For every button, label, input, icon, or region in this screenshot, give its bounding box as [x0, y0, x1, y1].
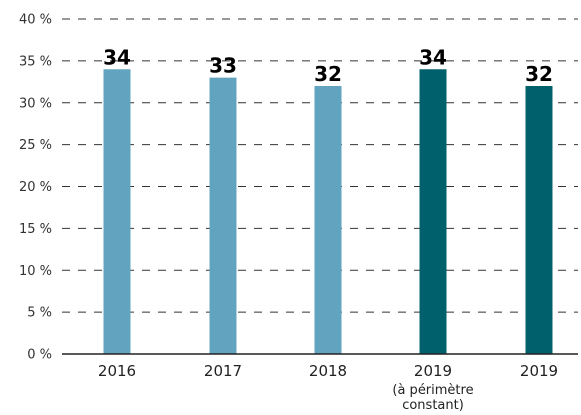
y-tick-label: 5 %: [27, 306, 52, 321]
y-tick-label: 30 %: [19, 96, 52, 111]
data-label: 34: [103, 45, 131, 69]
y-tick-label: 0 %: [27, 348, 52, 363]
data-label: 34: [419, 45, 447, 69]
data-label: 32: [525, 62, 553, 86]
x-tick-label: 2019: [414, 362, 452, 380]
bar: [525, 86, 553, 354]
y-tick-label: 40 %: [19, 13, 52, 28]
bar: [209, 77, 237, 354]
y-tick-label: 15 %: [19, 222, 52, 237]
x-tick-sublabel: constant): [402, 398, 464, 413]
bar: [314, 86, 342, 354]
data-label: 33: [209, 54, 237, 78]
x-tick-sublabel: (à périmètre: [392, 383, 473, 398]
x-tick-label: 2017: [204, 362, 242, 380]
y-tick-label: 10 %: [19, 264, 52, 279]
x-tick-label: 2016: [98, 362, 136, 380]
y-tick-label: 20 %: [19, 180, 52, 195]
bar: [103, 69, 131, 354]
data-label: 32: [314, 62, 342, 86]
y-tick-label: 35 %: [19, 54, 52, 69]
x-tick-label: 2018: [309, 362, 347, 380]
x-tick-label: 2019: [520, 362, 558, 380]
y-tick-label: 25 %: [19, 138, 52, 153]
bar: [419, 69, 447, 354]
